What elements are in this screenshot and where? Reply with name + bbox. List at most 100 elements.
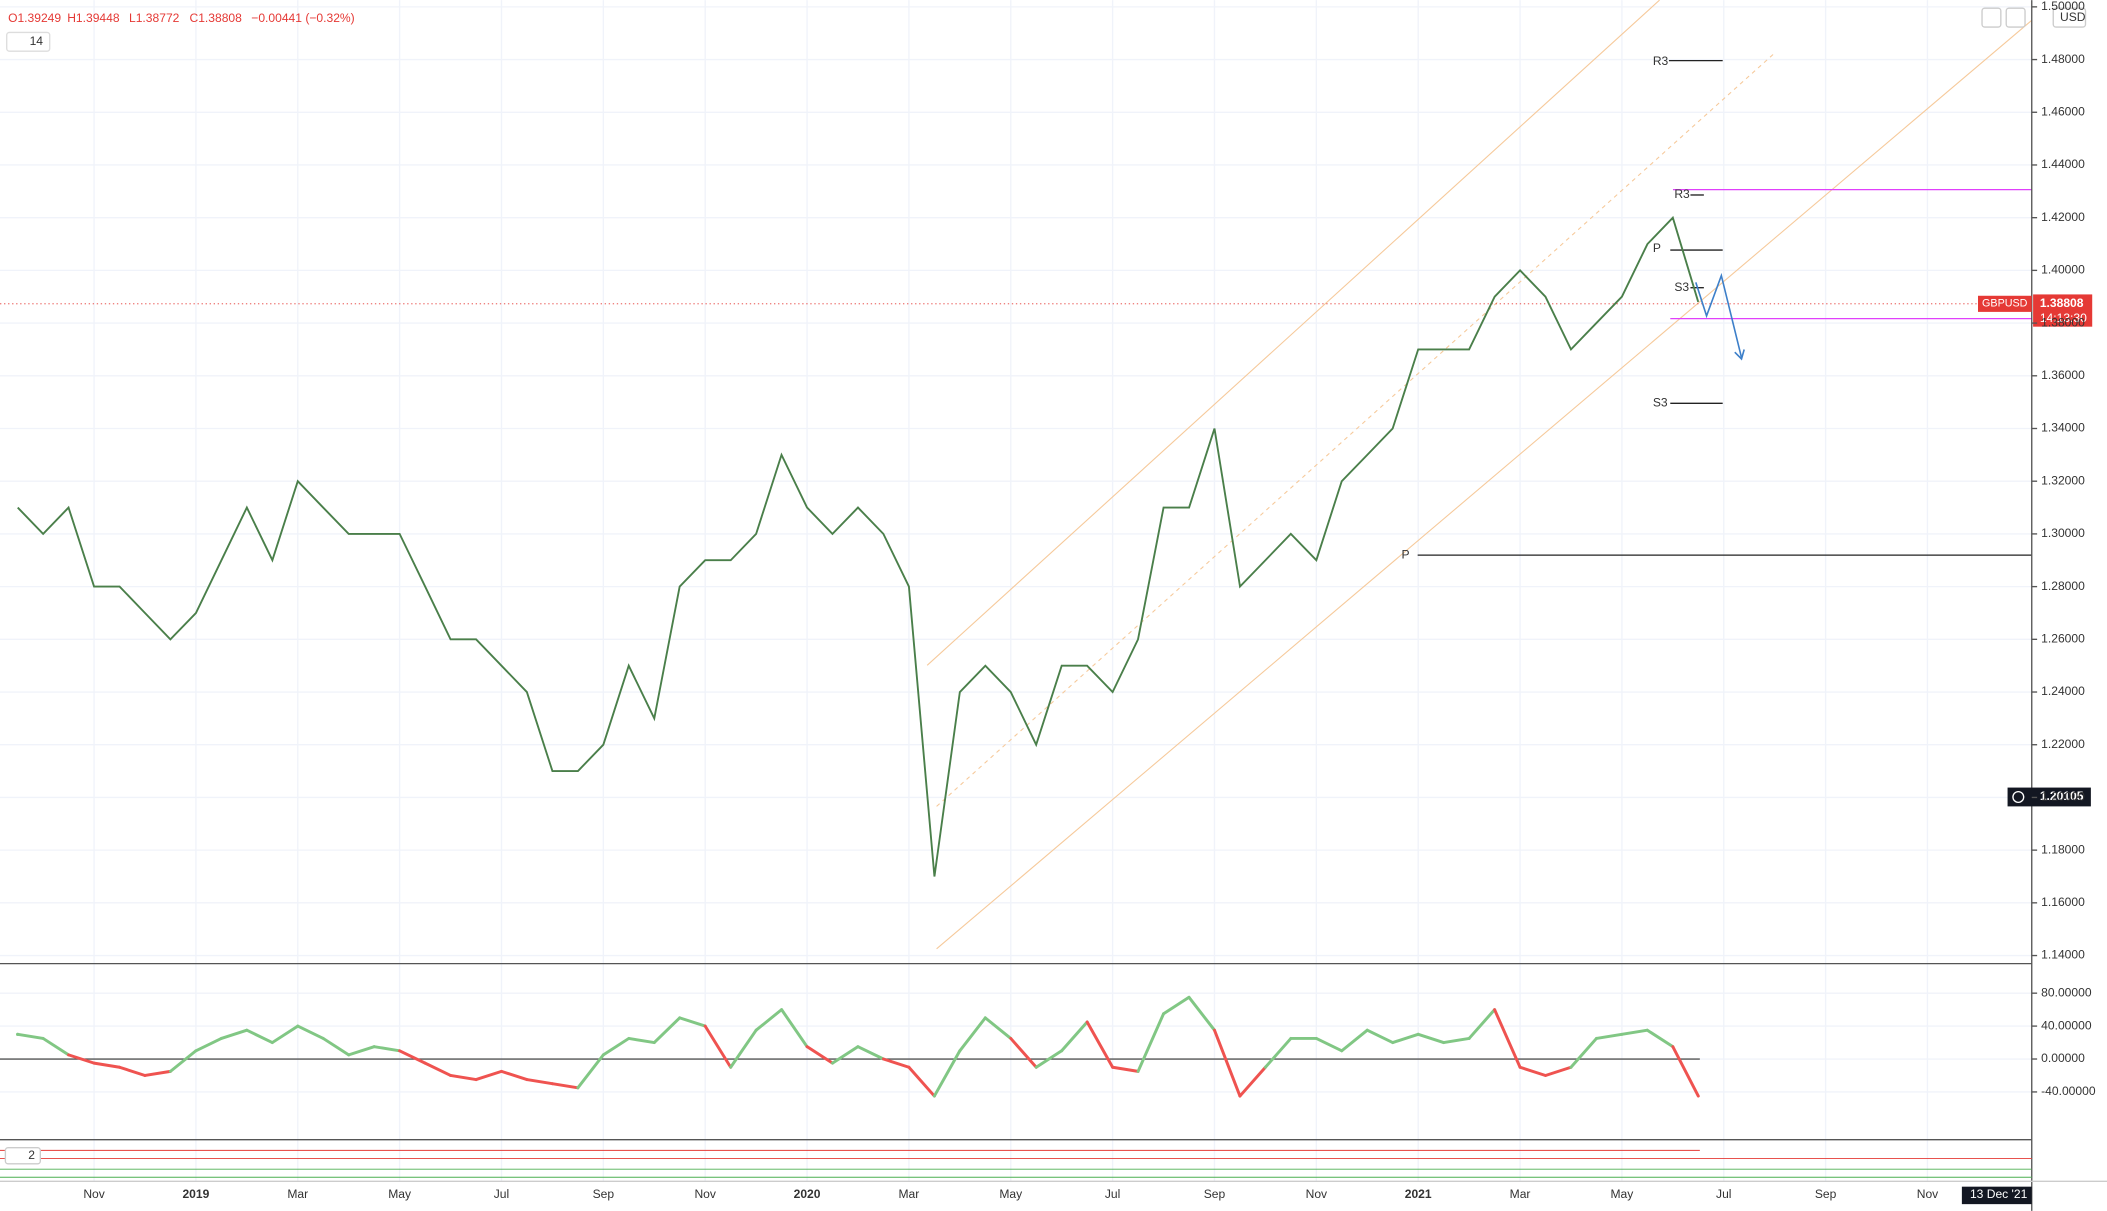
oscillator-segment (1263, 1036, 1293, 1069)
oscillator-segment (729, 1028, 758, 1069)
crosshair-badge (2007, 787, 2091, 807)
oscillator-segment (627, 1036, 656, 1045)
x-tick-label: Jul (1716, 1187, 1731, 1201)
oscillator-segment (92, 1061, 122, 1069)
y-tick-label: 1.24000 (2041, 684, 2085, 698)
y-tick-label: 1.40000 (2041, 263, 2085, 277)
crosshair-price: 1.20105 (2040, 789, 2084, 803)
last-price: 1.38808 (2040, 296, 2084, 310)
y-tick-label: 1.14000 (2041, 948, 2085, 962)
oscillator-segment (1060, 1020, 1089, 1053)
x-tick-label: Mar (287, 1187, 308, 1201)
oscillator-segment (881, 1057, 911, 1069)
oscillator-segment (449, 1073, 478, 1082)
x-tick-label: Nov (83, 1187, 104, 1201)
x-tick-label: 2019 (182, 1187, 209, 1201)
oscillator-segment (1314, 1036, 1344, 1053)
oscillator-segment (500, 1069, 529, 1082)
oscillator-segment (168, 1049, 198, 1073)
ohlc-high: H1.39448 (67, 11, 120, 25)
y-tick-label: 80.00000 (2041, 985, 2092, 999)
oscillator-segment (958, 1016, 987, 1053)
oscillator-segment (1162, 995, 1191, 1016)
oscillator-segment (219, 1028, 249, 1040)
oscillator-segment (1467, 1008, 1497, 1040)
oscillator-segment (703, 1024, 733, 1069)
oscillator-segment (1391, 1032, 1420, 1045)
y-tick-label: 1.26000 (2041, 632, 2085, 646)
oscillator-segment (1594, 1032, 1624, 1040)
oscillator-segment (1620, 1028, 1649, 1036)
y-tick-label: 1.50000 (2041, 0, 2085, 13)
oscillator-segment (678, 1016, 707, 1028)
oscillator-segment (601, 1036, 631, 1057)
oscillator-segment (780, 1008, 809, 1049)
ohlc-low: L1.38772 (129, 11, 180, 25)
oscillator-segment (1671, 1045, 1700, 1098)
oscillator-segment (194, 1036, 223, 1053)
oscillator-segment (1518, 1065, 1547, 1077)
length-badge[interactable] (6, 31, 51, 52)
crosshair-icon[interactable] (2012, 790, 2025, 804)
pane3-badge[interactable] (4, 1147, 41, 1165)
channel-mid (936, 53, 1775, 807)
oscillator-segment (143, 1069, 172, 1077)
y-tick-label: 1.42000 (2041, 210, 2085, 224)
annotation: R3 (1653, 54, 1669, 68)
pane3-length: 2 (28, 1148, 35, 1162)
y-tick-label: 1.16000 (2041, 895, 2085, 909)
crosshair-date: 13 Dec '21 (1970, 1187, 2028, 1201)
oscillator-segment (41, 1036, 71, 1057)
x-tick-label: Jul (1105, 1187, 1120, 1201)
oscillator-segment (1416, 1032, 1446, 1045)
x-tick-label: Sep (1204, 1187, 1226, 1201)
x-tick-label: Sep (593, 1187, 615, 1201)
oscillator-segment (372, 1045, 402, 1053)
oscillator-segment (16, 1032, 45, 1040)
grid-layer (0, 0, 2032, 1182)
channel-line (926, 0, 1660, 666)
ohlc-close: C1.38808 (189, 11, 242, 25)
y-tick-label: 1.34000 (2041, 421, 2085, 435)
oscillator-segment (1569, 1036, 1598, 1069)
date-badge (1961, 1186, 2032, 1205)
oscillator-segment (474, 1069, 503, 1082)
oscillator-segment (1340, 1028, 1369, 1053)
oscillator-segment (1213, 1028, 1242, 1098)
oscillator-segment (1544, 1065, 1573, 1077)
annotation: S3 (1674, 280, 1689, 294)
reset-button[interactable] (2005, 7, 2026, 28)
oscillator-segment (1085, 1020, 1115, 1069)
oscillator-segment (347, 1045, 376, 1057)
scroll-button[interactable] (1981, 7, 2002, 28)
channel-line (936, 19, 2033, 950)
oscillator-segment (67, 1053, 96, 1065)
oscillator-segment (296, 1024, 325, 1040)
oscillator-segment (1365, 1028, 1395, 1045)
oscillator-segment (932, 1049, 962, 1098)
oscillator-segment (321, 1036, 351, 1057)
oscillator-segment (423, 1061, 453, 1077)
currency-badge[interactable] (2052, 7, 2087, 28)
oscillator-segment (754, 1008, 784, 1032)
y-tick-label: 1.44000 (2041, 157, 2085, 171)
oscillator-segment (805, 1045, 834, 1065)
y-tick-label: 0.00000 (2041, 1051, 2085, 1065)
oscillator-segment (907, 1065, 936, 1098)
x-tick-label: 2020 (794, 1187, 821, 1201)
x-tick-label: Nov (694, 1187, 715, 1201)
x-tick-label: Nov (1306, 1187, 1327, 1201)
y-tick-label: 1.46000 (2041, 104, 2085, 118)
x-tick-label: May (388, 1187, 412, 1201)
oscillator-segment (652, 1016, 682, 1045)
y-tick-label: 1.20000 (2041, 790, 2085, 804)
x-tick-label: May (1610, 1187, 1634, 1201)
annotation: P (1402, 547, 1410, 561)
x-tick-label: May (999, 1187, 1023, 1201)
y-tick-label: 1.36000 (2041, 368, 2085, 382)
y-tick-label: 1.48000 (2041, 52, 2085, 66)
x-tick-label: Sep (1815, 1187, 1837, 1201)
